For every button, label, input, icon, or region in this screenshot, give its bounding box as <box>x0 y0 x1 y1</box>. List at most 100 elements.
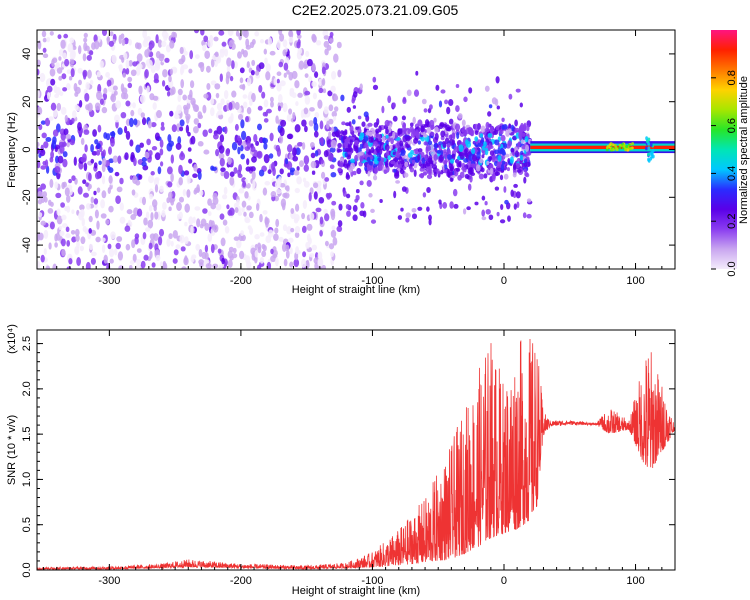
spectrogram-cell <box>454 123 461 132</box>
spectrogram-cell <box>166 197 170 204</box>
spectrogram-cell <box>131 189 136 196</box>
spectrogram-cell <box>120 111 127 119</box>
spectrogram-cell <box>417 148 423 153</box>
spectrogram-cell <box>405 217 410 223</box>
spectrogram-cell <box>242 101 248 109</box>
spectrogram-cell <box>40 220 46 226</box>
spectrogram-cell <box>185 115 190 124</box>
spectrogram-cell <box>368 165 373 173</box>
spectrogram-cell <box>147 59 153 69</box>
spectrogram-cell <box>209 35 214 43</box>
spectrogram-cell <box>224 126 228 134</box>
spectrogram-cell <box>410 150 414 154</box>
spectrogram-cell <box>411 213 418 220</box>
spectrogram-cell <box>87 69 92 79</box>
spectrogram-cell <box>212 224 219 233</box>
spectrogram-cell <box>183 256 189 266</box>
snr-frame <box>36 329 676 571</box>
spectrogram-cell <box>368 161 374 166</box>
spectrogram-cell <box>144 151 150 159</box>
spectrogram-cell <box>605 148 609 152</box>
spectrogram-cell <box>193 126 199 134</box>
spectrogram-cell <box>83 129 90 135</box>
spectrogram-cell <box>275 189 282 194</box>
spectrogram-cell <box>344 152 348 158</box>
spectrogram-cell <box>276 83 282 92</box>
spectrogram-cell <box>132 102 136 109</box>
spectrogram-cell <box>159 261 164 268</box>
spectrogram-cell <box>263 48 268 55</box>
spectrogram-cell <box>171 31 176 38</box>
spectrogram-cell <box>337 148 343 153</box>
y-tick-label: 20 <box>21 96 33 108</box>
spectrogram-cell <box>481 145 486 151</box>
spectrogram-cell <box>204 50 211 60</box>
spectrogram-cell <box>154 177 160 182</box>
x-tick-label: -100 <box>361 275 383 287</box>
spectrogram-cell <box>203 93 209 99</box>
spectrogram-cell <box>306 58 313 67</box>
spectrogram-cell <box>330 229 337 238</box>
spectrogram-cell <box>131 239 136 249</box>
spectrogram-cell <box>55 155 59 164</box>
colorbar-tick-label: 0.8 <box>726 70 738 85</box>
spectrogram-cell <box>300 109 305 119</box>
spectrogram-cell <box>419 167 425 172</box>
spectrogram-cell <box>89 79 94 86</box>
spectrogram-cell <box>280 198 287 208</box>
spectrogram-cell <box>148 205 153 212</box>
spectrogram-cell <box>71 209 75 214</box>
spectrogram-cell <box>321 78 326 86</box>
spectrogram-cell <box>147 219 154 229</box>
spectrogram-cell <box>114 90 118 96</box>
spectrogram-cell <box>340 94 345 102</box>
spectrogram-cell <box>161 80 166 87</box>
spectrogram-cell <box>78 99 83 108</box>
spectrogram-cell <box>524 171 529 177</box>
spectrogram-cell <box>492 158 496 163</box>
spectrogram-cell <box>449 171 453 176</box>
spectrogram-cell <box>385 128 389 135</box>
spectrogram-cell <box>303 181 310 188</box>
spectrogram-cell <box>438 100 443 108</box>
spectrogram-cell <box>129 260 135 265</box>
spectrogram-cell <box>227 156 232 165</box>
spectrogram-cell <box>107 165 111 171</box>
spectrogram-cell <box>292 155 299 162</box>
spectrogram-cell <box>179 126 184 132</box>
spectrogram-cell <box>37 199 43 205</box>
spectrogram-cell <box>86 54 92 61</box>
spectrogram-cell <box>486 160 490 166</box>
spectrogram-cell <box>313 130 319 138</box>
spectrogram-cell <box>171 124 177 133</box>
spectrogram-cell <box>279 127 285 137</box>
spectrogram-cell <box>49 68 56 77</box>
spectrogram-cell <box>359 143 364 150</box>
spectrogram-cell <box>359 155 364 162</box>
snr-panel: -300 -200 -100 0 100 0.0 0.5 1.0 1.5 2.0 2.5 Heigh… <box>6 324 676 597</box>
spectrogram-cell <box>46 36 51 43</box>
spectrogram-cell <box>296 30 301 36</box>
spectrogram-cell <box>138 174 143 180</box>
spectrogram-cell <box>523 176 527 184</box>
spectrogram-cell <box>389 144 393 150</box>
spectrogram-cell <box>142 232 147 240</box>
spectrogram-cell <box>108 158 114 164</box>
spectrogram-cell <box>454 146 460 153</box>
spectrogram-cell <box>238 250 245 260</box>
spectrogram-cell <box>464 173 470 179</box>
spectrogram-cell <box>507 128 512 134</box>
spectrogram-cell <box>187 94 193 101</box>
spectrogram-cell <box>99 98 104 105</box>
spectrogram-cell <box>484 127 490 133</box>
spectrogram-cell <box>118 34 122 45</box>
spectrogram-cell <box>331 200 337 206</box>
spectrogram-cell <box>77 67 83 74</box>
spectrogram-cell <box>289 261 294 268</box>
spectrogram-cell <box>66 141 70 148</box>
snr-y-scale-label: (x10⁴) <box>6 324 18 354</box>
spectrogram-cell <box>40 165 47 170</box>
spectrogram-cell <box>436 149 442 154</box>
spectrogram-cell <box>240 153 245 160</box>
spectrogram-cell <box>331 111 338 118</box>
